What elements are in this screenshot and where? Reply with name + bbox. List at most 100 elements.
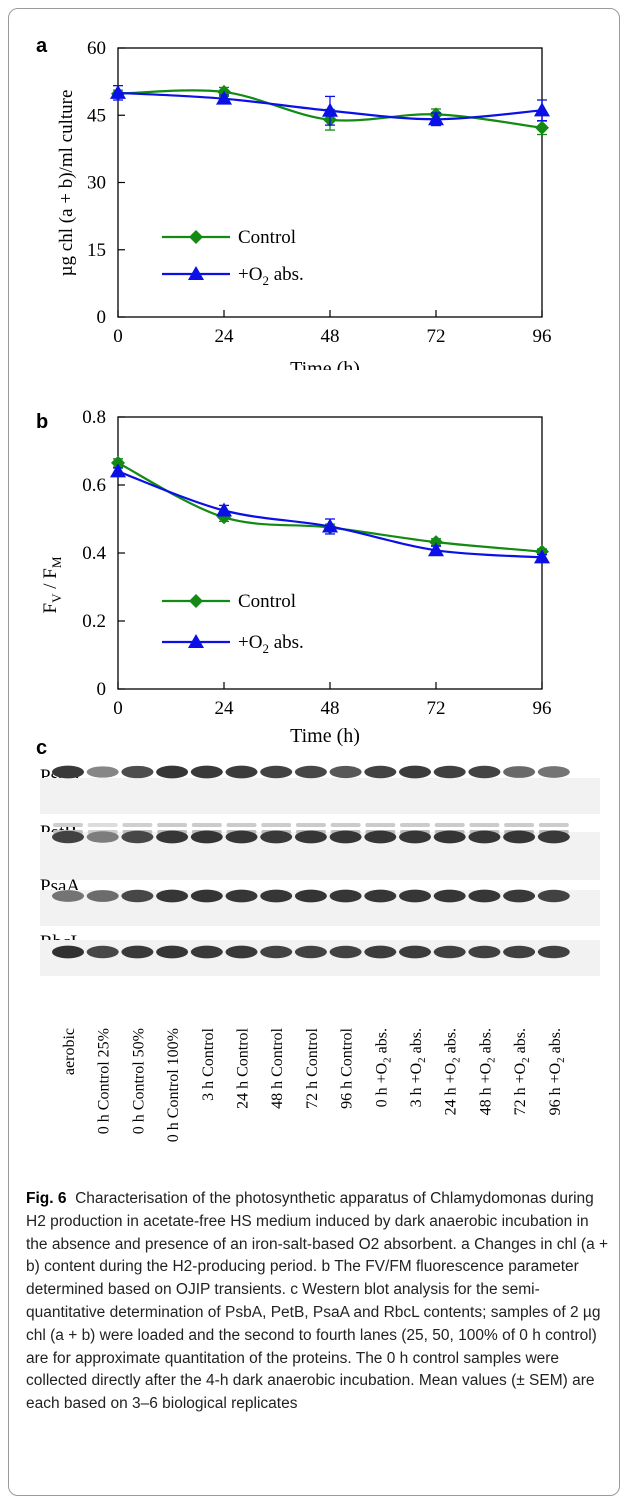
series-line-o2-abs	[117, 470, 543, 559]
blot-band-faint	[504, 823, 535, 827]
blot-band	[225, 889, 258, 903]
y-tick-label: 0	[97, 679, 107, 700]
blot-band-faint	[330, 823, 361, 827]
data-point-o2-abs	[322, 102, 338, 117]
y-tick-label: 45	[87, 105, 106, 126]
blot-band-faint	[191, 823, 222, 827]
blot-band	[86, 945, 119, 959]
blot-band	[433, 945, 466, 959]
lane-label: 48 h Control	[269, 1027, 286, 1108]
y-tick-label: 0.8	[82, 407, 106, 428]
blot-band	[86, 766, 119, 778]
data-point-o2-abs	[110, 463, 126, 478]
blot-band-faint	[226, 823, 257, 827]
blot-band	[329, 830, 362, 844]
data-point-o2-abs	[216, 90, 232, 105]
data-point-o2-abs	[428, 542, 444, 557]
blot-band	[468, 830, 501, 844]
blot-band-faint	[434, 823, 465, 827]
data-point-o2-abs	[534, 549, 550, 564]
blot-band	[364, 830, 397, 844]
blot-band	[433, 889, 466, 903]
lane-label: 48 h +O2 abs.	[477, 1028, 497, 1115]
blot-band	[537, 945, 570, 959]
blot-band	[294, 889, 327, 903]
blot-band	[190, 945, 223, 959]
blot-band	[294, 945, 327, 959]
panel-letter-b: b	[36, 411, 48, 433]
blot-band	[260, 765, 293, 779]
x-tick-label: 48	[321, 326, 340, 347]
x-tick-label: 72	[427, 326, 446, 347]
blot-band	[156, 889, 189, 903]
legend-label: +O2 abs.	[238, 264, 304, 288]
blot-band	[364, 945, 397, 959]
data-point-o2-abs	[322, 518, 338, 533]
data-point-control	[111, 455, 125, 470]
blot-band	[52, 945, 84, 959]
y-tick-label: 0	[97, 307, 107, 328]
blot-band	[468, 765, 501, 779]
blot-band-faint	[538, 823, 569, 827]
blot-band	[294, 765, 327, 779]
figure-label: Fig. 6	[26, 1190, 67, 1207]
blot-band	[537, 766, 570, 778]
western-blot-panel: c PsbAPetBPsaARbcL	[36, 737, 600, 976]
blot-band	[52, 890, 84, 902]
blot-band	[121, 765, 154, 779]
blot-band	[86, 831, 119, 843]
blot-band-faint	[53, 823, 83, 827]
blot-band-faint	[295, 823, 326, 827]
x-tick-label: 0	[113, 698, 123, 719]
blot-band	[503, 766, 536, 778]
x-tick-label: 96	[533, 698, 552, 719]
y-tick-label: 0.6	[82, 475, 106, 496]
blot-band-faint	[122, 823, 153, 827]
legend-label: +O2 abs.	[238, 632, 304, 656]
y-axis-label: µg chl (a + b)/ml culture	[56, 90, 77, 277]
lane-label: 72 h +O2 abs.	[512, 1028, 532, 1115]
lane-label: 3 h Control	[200, 1027, 217, 1100]
caption-text: Characterisation of the photosynthetic a…	[26, 1190, 609, 1413]
blot-band	[225, 830, 258, 844]
figure-frame	[8, 8, 620, 1496]
x-axis-label: Time (h)	[290, 725, 360, 747]
lane-label: aerobic	[61, 1028, 78, 1075]
blot-band-faint	[157, 823, 188, 827]
blot-band	[52, 830, 84, 844]
plot-frame	[117, 47, 543, 318]
blot-band-faint	[400, 823, 430, 827]
legend-marker-diamond	[189, 594, 203, 608]
legend-label: Control	[238, 227, 296, 248]
lane-label: 0 h Control 50%	[130, 1028, 147, 1134]
plot-frame	[117, 416, 543, 690]
chart-panel-a: a 0 15 30 45 60 0 24 48 72 96 Control +O2 abs. µg c…	[36, 35, 552, 370]
lane-label: 72 h Control	[304, 1027, 321, 1108]
x-tick-label: 48	[321, 698, 340, 719]
legend-marker-triangle	[188, 266, 204, 280]
blot-band	[329, 765, 362, 779]
blot-band	[225, 765, 258, 779]
data-point-o2-abs	[428, 111, 444, 126]
blot-band	[364, 765, 397, 779]
blot-band	[190, 889, 223, 903]
blot-band	[294, 830, 327, 844]
blot-band	[503, 945, 536, 959]
blot-band	[468, 889, 501, 903]
blot-band	[537, 889, 570, 903]
lane-label: 96 h +O2 abs.	[547, 1028, 567, 1115]
x-tick-label: 96	[533, 326, 552, 347]
x-tick-label: 24	[215, 326, 235, 347]
blot-band	[537, 830, 570, 844]
blot-band-faint	[365, 823, 396, 827]
y-tick-label: 60	[87, 38, 106, 59]
lane-label: 0 h +O2 abs.	[373, 1028, 393, 1107]
blot-band	[260, 830, 293, 844]
blot-band	[156, 830, 189, 844]
lane-label: 24 h +O2 abs.	[443, 1028, 463, 1115]
blot-band	[433, 830, 466, 844]
y-tick-label: 0.4	[82, 543, 106, 564]
y-tick-label: 0.2	[82, 611, 106, 632]
blot-band	[364, 889, 397, 903]
